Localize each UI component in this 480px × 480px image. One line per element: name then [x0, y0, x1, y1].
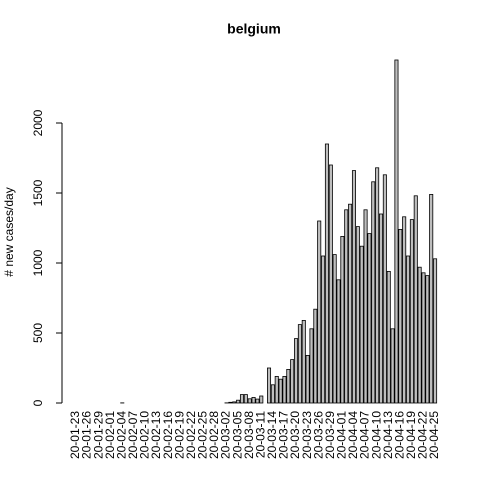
x-tick-label: 20-02-19 [172, 411, 186, 459]
bar [429, 193, 434, 404]
x-tick-label: 20-04-22 [416, 411, 430, 459]
bar [286, 368, 291, 404]
bar [324, 143, 329, 404]
bar [379, 213, 384, 404]
x-tick-label: 20-04-25 [427, 411, 441, 459]
x-tick-label: 20-01-29 [91, 411, 105, 459]
bar [386, 270, 391, 404]
x-tick-label: 20-04-10 [369, 411, 383, 459]
x-tick-label: 20-02-01 [103, 411, 117, 459]
x-tick-label: 20-03-14 [265, 411, 279, 459]
bar [336, 279, 341, 404]
bar [398, 228, 403, 404]
chart-title: belgium [227, 21, 281, 37]
bar [382, 174, 387, 404]
x-tick-label: 20-03-29 [323, 411, 337, 459]
bar [340, 235, 345, 404]
bar [297, 324, 302, 404]
bar [371, 181, 376, 404]
bar [328, 164, 333, 404]
bar [409, 219, 414, 404]
bar [390, 328, 395, 404]
bar [355, 226, 360, 404]
bar [394, 59, 399, 404]
x-tick-label: 20-03-17 [277, 411, 291, 459]
x-tick-label: 20-04-01 [335, 411, 349, 459]
bar [425, 275, 430, 404]
x-tick-label: 20-03-05 [230, 411, 244, 459]
y-tick-label: 1000 [31, 249, 45, 276]
bar [309, 328, 314, 404]
y-tick-label: 500 [31, 323, 45, 343]
x-tick-label: 20-04-13 [381, 411, 395, 459]
bar [228, 401, 233, 404]
bar [421, 272, 426, 404]
bar [348, 203, 353, 404]
bar [363, 209, 368, 404]
x-tick-label: 20-02-13 [149, 411, 163, 459]
x-tick-label: 20-03-26 [311, 411, 325, 459]
x-tick-label: 20-04-07 [358, 411, 372, 459]
bar [255, 398, 260, 404]
x-tick-label: 20-02-28 [207, 411, 221, 459]
bar [267, 367, 272, 404]
bar [251, 396, 256, 404]
bar [270, 384, 275, 404]
bar [243, 394, 248, 404]
x-tick-label: 20-02-16 [161, 411, 175, 459]
x-tick-label: 20-02-10 [138, 411, 152, 459]
bar [239, 394, 244, 404]
bar [247, 398, 252, 404]
bar [351, 170, 356, 404]
bar [359, 245, 364, 404]
bar [313, 308, 318, 404]
bar [317, 220, 322, 404]
x-tick-label: 20-04-19 [404, 411, 418, 459]
x-tick-label: 20-02-25 [196, 411, 210, 459]
bar [402, 216, 407, 404]
bar [274, 375, 279, 404]
x-tick-label: 20-03-02 [219, 411, 233, 459]
x-tick-label: 20-01-23 [68, 411, 82, 459]
x-tick-label: 20-04-16 [392, 411, 406, 459]
bar [344, 209, 349, 404]
x-tick-label: 20-03-20 [288, 411, 302, 459]
bar [367, 233, 372, 404]
bar [413, 195, 418, 404]
x-tick-label: 20-02-07 [126, 411, 140, 459]
bar [278, 378, 283, 404]
bar [406, 255, 411, 404]
x-tick-label: 20-03-11 [253, 411, 267, 458]
bar [417, 266, 422, 404]
y-tick-label: 1500 [31, 179, 45, 206]
y-tick-label: 2000 [31, 109, 45, 136]
bar [305, 354, 310, 404]
bar [294, 338, 299, 404]
bar [236, 399, 241, 404]
x-tick-label: 20-02-22 [184, 411, 198, 459]
bar [301, 319, 306, 404]
x-tick-label: 20-03-23 [300, 411, 314, 459]
x-tick-label: 20-01-26 [80, 411, 94, 459]
x-tick-label: 20-02-04 [114, 411, 128, 459]
y-axis-label: # new cases/day [2, 187, 16, 276]
bar [332, 254, 337, 404]
bar [259, 395, 264, 404]
x-tick-label: 20-03-08 [242, 411, 256, 459]
bar [321, 255, 326, 404]
bar [282, 375, 287, 404]
bar [290, 359, 295, 404]
bar [433, 258, 438, 404]
x-tick-label: 20-04-04 [346, 411, 360, 459]
y-tick-label: 0 [31, 399, 45, 406]
bar [375, 167, 380, 404]
bar [232, 401, 237, 404]
